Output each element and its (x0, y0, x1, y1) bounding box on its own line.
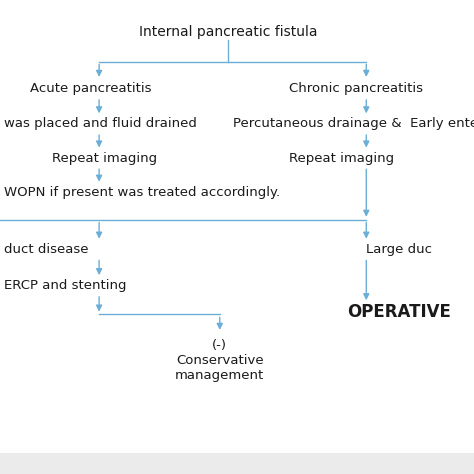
Text: Chronic pancreatitis: Chronic pancreatitis (289, 82, 423, 95)
Text: (-)
Conservative
management: (-) Conservative management (175, 338, 264, 382)
Text: WOPN if present was treated accordingly.: WOPN if present was treated accordingly. (4, 186, 281, 199)
Text: Large duc: Large duc (366, 243, 432, 256)
Text: was placed and fluid drained: was placed and fluid drained (4, 118, 197, 130)
Text: Acute pancreatitis: Acute pancreatitis (30, 82, 152, 95)
Text: Percutaneous drainage &  Early enter: Percutaneous drainage & Early enter (233, 118, 474, 130)
Bar (0, 454, 474, 474)
Text: Internal pancreatic fistula: Internal pancreatic fistula (139, 25, 318, 39)
Text: Repeat imaging: Repeat imaging (52, 152, 157, 164)
Text: Repeat imaging: Repeat imaging (289, 152, 394, 164)
Text: ERCP and stenting: ERCP and stenting (4, 279, 127, 292)
Text: duct disease: duct disease (4, 243, 89, 256)
Text: OPERATIVE: OPERATIVE (347, 303, 451, 321)
